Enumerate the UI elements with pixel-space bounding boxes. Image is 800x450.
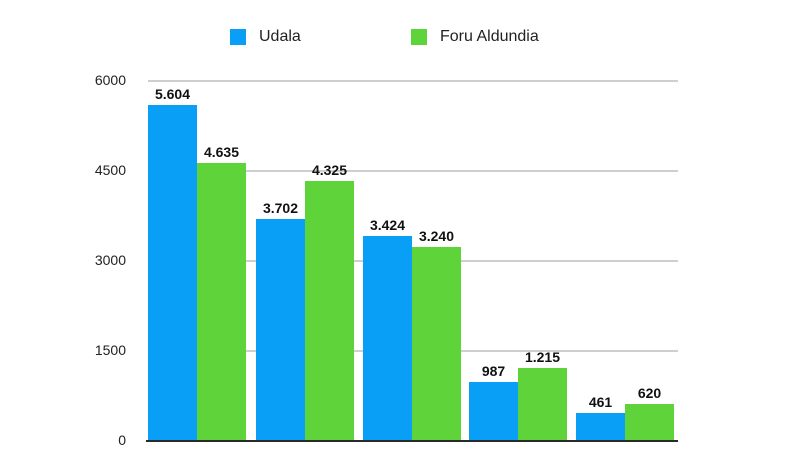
bar-value-label: 4.325 — [311, 162, 348, 178]
bar-value-label: 4.635 — [203, 144, 240, 160]
bar-value-label: 461 — [588, 394, 613, 410]
bar-udala — [363, 236, 412, 441]
y-tick-label: 0 — [118, 432, 126, 448]
bar-udala — [576, 413, 625, 441]
bar-foru-aldundia — [197, 163, 246, 441]
bar-foru-aldundia — [305, 181, 354, 441]
legend-label: Udala — [259, 28, 301, 45]
bar-value-label: 3.424 — [369, 217, 406, 233]
y-tick-label: 6000 — [94, 72, 126, 88]
y-tick-label: 1500 — [94, 342, 126, 358]
bar-foru-aldundia — [412, 247, 461, 441]
bar-foru-aldundia — [625, 404, 674, 441]
legend-swatch-udala — [230, 29, 246, 45]
bar-value-label: 1.215 — [524, 349, 561, 365]
bar-foru-aldundia — [518, 368, 567, 441]
bar-udala — [256, 219, 305, 441]
legend-item-foru-aldundia: Foru Aldundia — [411, 28, 539, 46]
legend-label: Foru Aldundia — [440, 28, 539, 45]
bar-value-label: 5.604 — [154, 86, 191, 102]
gridline-6000 — [148, 80, 678, 82]
legend-item-udala: Udala — [230, 28, 301, 46]
bar-value-label: 620 — [637, 385, 662, 401]
bar-value-label: 987 — [481, 363, 506, 379]
gridline-4500 — [148, 170, 678, 172]
x-axis-line — [146, 440, 678, 442]
y-tick-label: 4500 — [94, 162, 126, 178]
bar-udala — [148, 105, 197, 441]
y-tick-label: 3000 — [94, 252, 126, 268]
bar-value-label: 3.702 — [262, 200, 299, 216]
bar-value-label: 3.240 — [418, 228, 455, 244]
legend-swatch-foru-aldundia — [411, 29, 427, 45]
legend: Udala Foru Aldundia — [0, 28, 800, 50]
bar-udala — [469, 382, 518, 441]
